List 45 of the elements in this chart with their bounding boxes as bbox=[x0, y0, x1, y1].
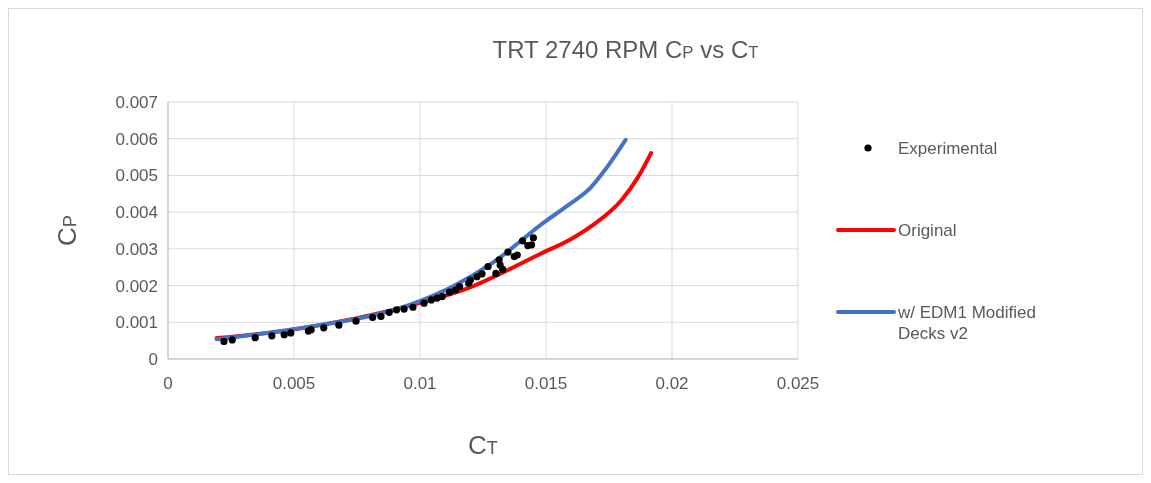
point bbox=[400, 305, 408, 313]
point bbox=[369, 313, 377, 322]
legend-label: w/ EDM1 Modified Decks v2 bbox=[897, 302, 1036, 344]
point bbox=[420, 299, 428, 307]
point bbox=[518, 237, 527, 245]
point bbox=[528, 241, 536, 249]
x-tick-label: 0.015 bbox=[524, 374, 568, 393]
x-tick-label: 0.02 bbox=[655, 374, 689, 393]
point bbox=[499, 265, 507, 274]
point bbox=[287, 329, 295, 337]
y-tick-label: 0 bbox=[148, 349, 158, 369]
y-tick-label: 0.004 bbox=[115, 203, 158, 223]
legend-label: Original bbox=[898, 220, 957, 240]
y-tick-label: 0.005 bbox=[115, 166, 158, 186]
point bbox=[409, 303, 417, 311]
point bbox=[504, 248, 512, 256]
x-tick-label: 0.025 bbox=[776, 374, 820, 393]
x-tick-label: 0 bbox=[163, 374, 173, 393]
x-tick-label: 0.005 bbox=[272, 374, 316, 393]
point bbox=[220, 337, 228, 345]
point bbox=[529, 234, 537, 242]
legend-label: Experimental bbox=[898, 138, 998, 158]
point bbox=[377, 312, 385, 321]
point bbox=[484, 262, 492, 271]
point bbox=[492, 269, 500, 278]
point bbox=[280, 331, 288, 339]
point bbox=[320, 324, 328, 332]
point bbox=[335, 321, 343, 329]
y-tick-label: 0.006 bbox=[115, 129, 158, 149]
point bbox=[455, 283, 464, 291]
point bbox=[268, 332, 276, 340]
point bbox=[445, 288, 454, 296]
y-tick-label: 0.001 bbox=[115, 313, 158, 333]
point bbox=[251, 334, 259, 342]
point bbox=[438, 292, 446, 301]
point bbox=[427, 296, 435, 304]
x-tick-label: 0.01 bbox=[403, 374, 437, 393]
point bbox=[385, 308, 393, 316]
y-tick-label: 0.002 bbox=[115, 276, 158, 296]
y-tick-label: 0.007 bbox=[115, 92, 158, 112]
point bbox=[228, 336, 236, 344]
point bbox=[352, 317, 360, 325]
point bbox=[478, 270, 486, 278]
y-tick-label: 0.003 bbox=[115, 239, 158, 259]
point bbox=[392, 306, 401, 314]
